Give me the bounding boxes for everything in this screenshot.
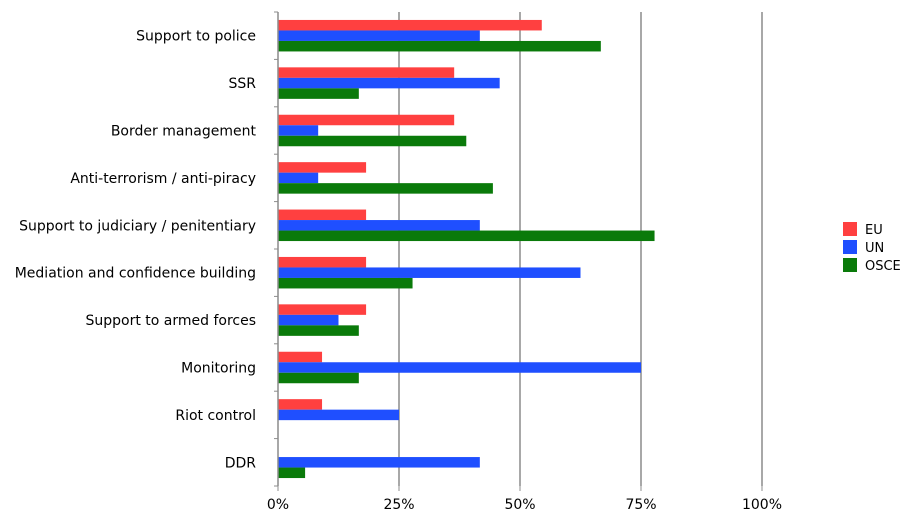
bar-eu-4 xyxy=(278,209,367,221)
category-label: Anti-terrorism / anti-piracy xyxy=(70,171,256,187)
bar-osce-0 xyxy=(278,40,601,52)
bar-un-3 xyxy=(278,172,319,184)
category-label: Border management xyxy=(111,124,257,140)
bar-osce-1 xyxy=(278,88,359,99)
x-tick-label: 25% xyxy=(383,497,414,513)
bar-un-8 xyxy=(278,409,399,421)
bar-eu-8 xyxy=(278,399,323,410)
bar-un-2 xyxy=(278,125,319,136)
bar-eu-1 xyxy=(278,67,455,78)
bar-osce-4 xyxy=(278,230,655,242)
bar-un-0 xyxy=(278,30,480,41)
category-label: Riot control xyxy=(175,408,256,424)
legend-label-un: UN xyxy=(865,241,884,256)
axes xyxy=(274,11,763,491)
bar-un-9 xyxy=(278,457,480,468)
x-tick-label: 100% xyxy=(742,497,782,513)
bar-eu-2 xyxy=(278,114,455,126)
bar-osce-6 xyxy=(278,325,359,336)
bar-osce-9 xyxy=(278,467,306,479)
bar-eu-6 xyxy=(278,304,367,315)
bar-eu-3 xyxy=(278,162,367,173)
bar-osce-3 xyxy=(278,183,493,194)
bar-un-4 xyxy=(278,220,480,231)
bars xyxy=(278,19,655,479)
bar-un-6 xyxy=(278,314,339,326)
bar-eu-7 xyxy=(278,351,323,363)
category-labels: Support to police SSR Border management Ant… xyxy=(15,29,257,472)
x-tick-label: 75% xyxy=(625,497,656,513)
bar-eu-5 xyxy=(278,256,367,268)
grid-lines xyxy=(398,12,763,486)
bar-un-5 xyxy=(278,267,581,278)
legend-swatch-osce xyxy=(843,258,857,272)
category-label: SSR xyxy=(228,76,256,92)
legend-swatch-un xyxy=(843,240,857,254)
legend-label-osce: OSCE xyxy=(865,259,901,274)
category-label: DDR xyxy=(225,455,257,471)
legend-swatch-eu xyxy=(843,222,857,236)
x-tick-labels: 0% 25% 50% 75% 100% xyxy=(267,497,782,513)
category-label: Monitoring xyxy=(181,361,256,377)
legend: EU UN OSCE xyxy=(843,222,901,274)
bar-osce-5 xyxy=(278,277,413,289)
x-tick-label: 0% xyxy=(267,497,289,513)
bar-un-7 xyxy=(278,362,641,373)
bar-un-1 xyxy=(278,77,500,89)
category-label: Support to armed forces xyxy=(85,313,256,329)
category-label: Support to police xyxy=(136,29,256,45)
category-label: Support to judiciary / penitentiary xyxy=(19,218,256,234)
bar-osce-2 xyxy=(278,135,467,147)
bar-osce-7 xyxy=(278,372,359,384)
legend-label-eu: EU xyxy=(865,223,883,238)
x-tick-label: 50% xyxy=(504,497,535,513)
bar-eu-0 xyxy=(278,19,542,31)
category-label: Mediation and confidence building xyxy=(15,266,256,282)
